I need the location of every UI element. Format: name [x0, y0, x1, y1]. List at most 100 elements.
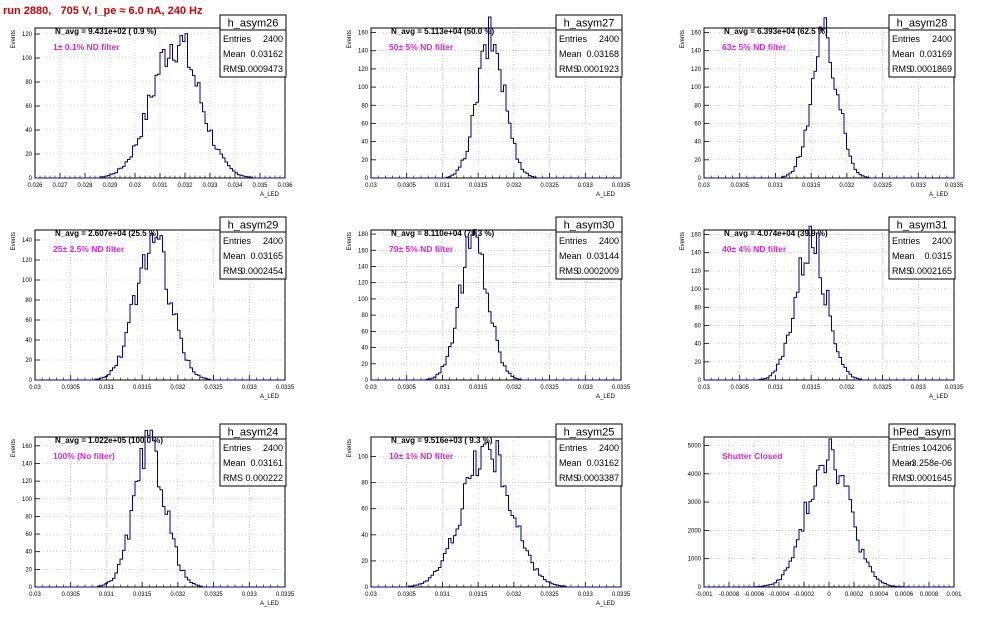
stats-title: h_asym30 [564, 220, 615, 232]
stats-row-value: 0.0315 [924, 251, 952, 261]
x-axis-label: A_LED [260, 192, 280, 198]
y-tick-label: 60 [25, 104, 32, 110]
run-title: run 2880, 705 V, I_pe ≈ 6.0 nA, 240 Hz [3, 5, 203, 17]
filter-label: 63± 5% ND filter [722, 42, 787, 52]
stats-row-value: 2400 [599, 34, 619, 44]
y-tick-label: 140 [358, 264, 369, 270]
y-tick-label: 120 [358, 67, 369, 73]
stats-row-label: Entries [223, 34, 252, 44]
stats-row-label: RMS [892, 473, 912, 483]
y-tick-label: 100 [22, 278, 33, 284]
histogram-panel-h_asym28: 0.03 0.0305 0.031 0.0315 0.032 0.0325 0.033 0.0… [680, 14, 964, 198]
stats-row-value: 0.0009473 [240, 64, 283, 74]
histogram-line [35, 429, 285, 588]
y-tick-label: 0 [698, 378, 702, 384]
x-axis-label: A_LED [929, 192, 949, 198]
x-tick-label: 0.034 [227, 183, 243, 189]
stats-row-value: 2400 [599, 443, 619, 453]
histogram-panel-h_asym31: 0.03 0.0305 0.031 0.0315 0.032 0.0325 0.033 0.0… [680, 216, 964, 400]
y-tick-label: 40 [361, 346, 368, 352]
stats-row-label: RMS [223, 266, 243, 276]
x-tick-label: 0.0305 [62, 385, 81, 391]
x-tick-label: -0.0008 [719, 592, 740, 598]
stats-box: h_asym24 Entries 2400 Mean 0.03161 RMS 0.00022… [219, 423, 287, 487]
stats-row-value: 0.03165 [250, 251, 283, 261]
x-tick-label: 0.03 [698, 385, 710, 391]
x-tick-label: 0.033 [242, 385, 258, 391]
y-tick-label: 160 [691, 31, 702, 37]
y-tick-label: 160 [22, 444, 33, 450]
histogram-panel-h_asym25: 0.03 0.0305 0.031 0.0315 0.032 0.0325 0.033 0.0… [347, 423, 631, 607]
x-tick-label: 0.0335 [612, 385, 631, 391]
y-axis-label: Events [347, 232, 353, 250]
n-avg-label: N_avg = 8.110e+04 (79.3 %) [391, 229, 495, 238]
y-tick-label: 160 [358, 248, 369, 254]
y-tick-label: 100 [691, 287, 702, 293]
stats-title: h_asym25 [564, 427, 615, 439]
stats-title: h_asym26 [228, 18, 279, 30]
x-tick-label: 0.03 [365, 183, 377, 189]
y-tick-label: 20 [694, 360, 701, 366]
x-axis-label: A_LED [260, 394, 280, 400]
x-tick-label: 0.032 [839, 385, 855, 391]
stats-title: h_asym27 [564, 18, 615, 30]
x-tick-label: 0.031 [768, 385, 784, 391]
y-axis-label: Events [680, 232, 686, 250]
x-tick-label: 0.033 [911, 183, 927, 189]
stats-row-label: Entries [892, 443, 921, 453]
x-tick-label: 0.036 [277, 183, 293, 189]
y-tick-label: 140 [691, 251, 702, 257]
filter-label: Shutter Closed [722, 451, 782, 461]
y-tick-label: 120 [22, 32, 33, 38]
histogram-panel-h_asym26: 0.026 0.027 0.028 0.029 0.03 0.031 0.032 0.033 0… [11, 14, 293, 198]
x-tick-label: 0.029 [102, 183, 118, 189]
y-tick-label: 60 [25, 318, 32, 324]
x-tick-label: 0.033 [578, 183, 594, 189]
y-tick-label: 80 [25, 80, 32, 86]
x-tick-label: 0.0004 [870, 592, 889, 598]
stats-row-value: 0.0002454 [240, 266, 283, 276]
y-tick-label: 20 [25, 152, 32, 158]
stats-row-value: 2400 [932, 34, 952, 44]
y-tick-label: 20 [25, 567, 32, 573]
x-tick-label: 0.032 [506, 183, 522, 189]
y-tick-label: 100 [22, 497, 33, 503]
stats-row-value: 0.0003387 [576, 473, 619, 483]
n-avg-label: N_avg = 9.431e+02 ( 0.9 %) [55, 27, 157, 36]
x-tick-label: -0.0004 [769, 592, 790, 598]
y-tick-label: 60 [361, 507, 368, 513]
y-tick-label: 100 [358, 455, 369, 461]
x-tick-label: 0.0305 [398, 385, 417, 391]
y-tick-label: 120 [691, 67, 702, 73]
histogram-line [704, 225, 954, 381]
filter-label: 1± 0.1% ND filter [53, 42, 120, 52]
y-axis-label: Events [347, 439, 353, 457]
stats-row-label: Mean [559, 458, 582, 468]
y-tick-label: 100 [358, 297, 369, 303]
stats-row-value: 0.0002009 [576, 266, 619, 276]
histogram-panel-h_asym27: 0.03 0.0305 0.031 0.0315 0.032 0.0325 0.033 0.0… [347, 14, 631, 198]
y-tick-label: 0 [698, 176, 702, 182]
stats-row-value: 0.03168 [586, 49, 619, 59]
x-tick-label: 0.0325 [873, 385, 892, 391]
stats-row-label: Entries [559, 443, 588, 453]
x-tick-label: 0.031 [435, 385, 451, 391]
stats-row-value: 0.0001645 [909, 473, 952, 483]
histogram-panel-h_asym29: 0.03 0.0305 0.031 0.0315 0.032 0.0325 0.033 0.0… [11, 216, 295, 400]
x-tick-label: 0.032 [170, 385, 186, 391]
stats-row-label: RMS [559, 473, 579, 483]
x-tick-label: 0.0335 [945, 183, 964, 189]
stats-row-value: 2400 [263, 34, 283, 44]
x-tick-label: 0.0335 [612, 592, 631, 598]
y-tick-label: 60 [694, 121, 701, 127]
x-tick-label: 0.028 [77, 183, 93, 189]
x-tick-label: 0.0315 [133, 592, 152, 598]
stats-row-value: 0.03144 [586, 251, 619, 261]
stats-row-value: 0.03162 [586, 458, 619, 468]
x-tick-label: -0.0006 [744, 592, 765, 598]
y-tick-label: 3000 [688, 500, 702, 506]
x-tick-label: 0.0315 [469, 385, 488, 391]
y-tick-label: 160 [358, 31, 369, 37]
x-tick-label: 0.027 [52, 183, 68, 189]
x-tick-label: 0.0315 [469, 592, 488, 598]
